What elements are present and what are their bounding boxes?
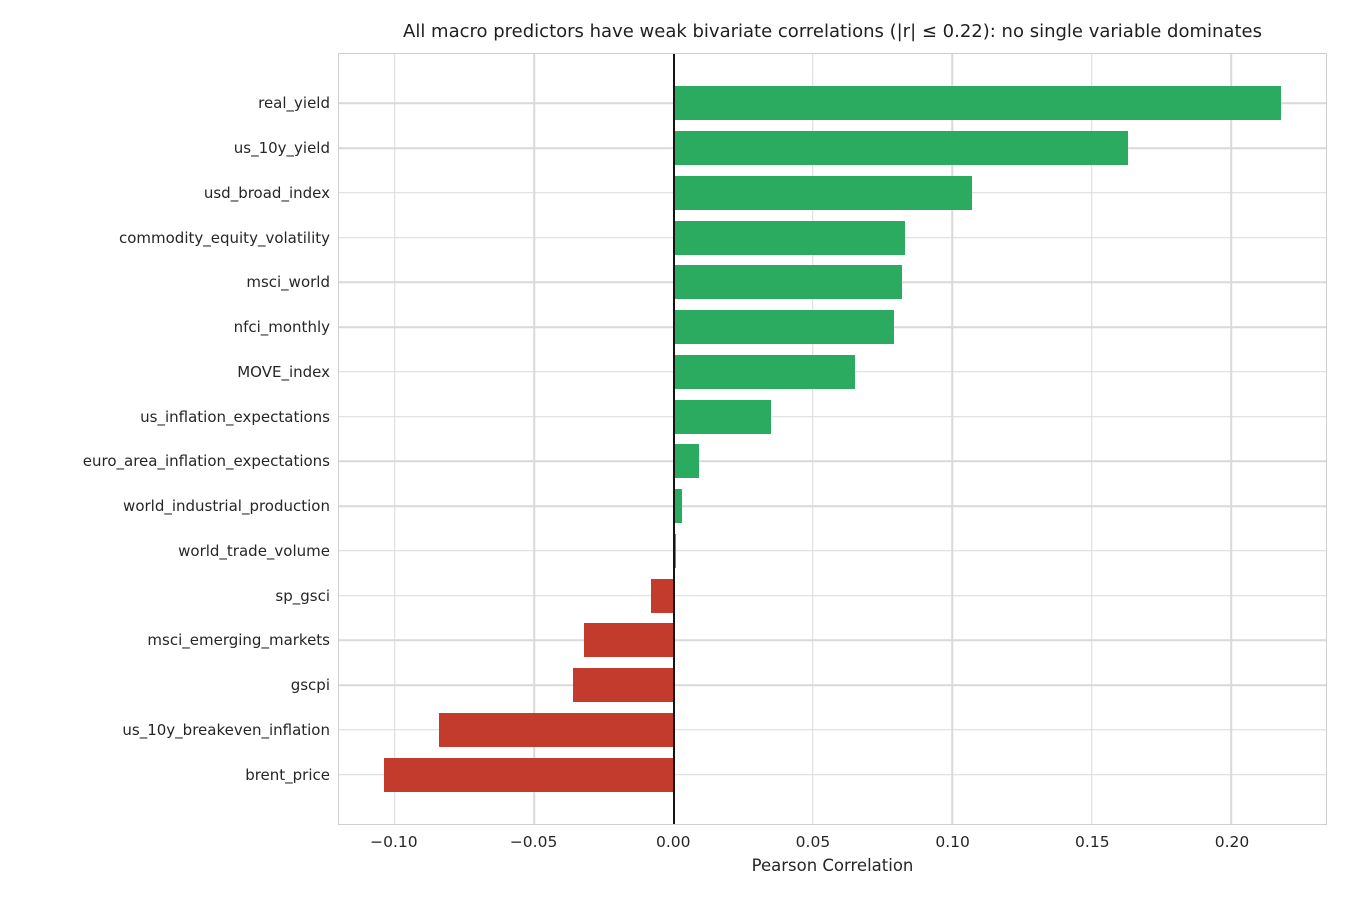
horizontal-gridline bbox=[339, 415, 1326, 418]
horizontal-gridline bbox=[339, 594, 1326, 597]
horizontal-gridline bbox=[339, 550, 1326, 552]
x-axis-ticks: −0.10 −0.05 0.00 0.05 0.10 0.15 0.20 bbox=[338, 833, 1327, 853]
bar-row: gscpi bbox=[291, 663, 1326, 708]
bar-gscpi bbox=[573, 668, 674, 703]
y-tick-label-us_10y_breakeven_inflation: us_10y_breakeven_inflation bbox=[122, 720, 330, 739]
bar-row: MOVE_index bbox=[237, 350, 1326, 395]
bar-row: us_inflation_expectations bbox=[140, 394, 1326, 439]
vertical-gridline bbox=[812, 54, 814, 824]
x-axis-label: Pearson Correlation bbox=[751, 856, 914, 875]
horizontal-gridline bbox=[339, 729, 1326, 731]
x-tick-label-−0.05: −0.05 bbox=[509, 833, 558, 851]
y-tick-label-msci_emerging_markets: msci_emerging_markets bbox=[147, 631, 330, 650]
y-tick-label-gscpi: gscpi bbox=[290, 676, 330, 695]
bar-row: brent_price bbox=[245, 752, 1326, 797]
bar-row: real_yield bbox=[258, 81, 1326, 126]
horizontal-gridline bbox=[339, 773, 1326, 776]
horizontal-gridline bbox=[339, 505, 1326, 507]
y-tick-label-usd_broad_index: usd_broad_index bbox=[203, 183, 330, 202]
bar-row: euro_area_inflation_expectations bbox=[83, 439, 1326, 484]
horizontal-gridline bbox=[339, 460, 1326, 463]
bar-msci_emerging_markets bbox=[584, 623, 674, 658]
y-tick-label-brent_price: brent_price bbox=[245, 765, 330, 784]
bar-row: world_industrial_production bbox=[123, 484, 1326, 529]
vertical-gridline bbox=[951, 54, 954, 824]
bar-row: us_10y_breakeven_inflation bbox=[122, 708, 1326, 753]
bar-row: nfci_monthly bbox=[234, 305, 1326, 350]
y-tick-label-us_10y_yield: us_10y_yield bbox=[233, 139, 330, 158]
bar-usd_broad_index bbox=[673, 175, 972, 210]
y-tick-label-euro_area_inflation_expectations: euro_area_inflation_expectations bbox=[82, 452, 330, 471]
x-tick-label-0.10: 0.10 bbox=[935, 833, 970, 851]
x-tick-label-0.15: 0.15 bbox=[1075, 833, 1110, 851]
vertical-gridline bbox=[1091, 54, 1093, 824]
bar-msci_world bbox=[673, 265, 903, 300]
y-tick-label-real_yield: real_yield bbox=[258, 94, 330, 113]
horizontal-gridline bbox=[339, 639, 1326, 642]
bar-real_yield bbox=[673, 86, 1282, 121]
bar-MOVE_index bbox=[673, 354, 855, 389]
bar-us_10y_yield bbox=[673, 131, 1129, 166]
x-tick-label-0.00: 0.00 bbox=[655, 833, 691, 851]
bar-row: us_10y_yield bbox=[234, 126, 1326, 171]
horizontal-gridline bbox=[339, 684, 1326, 686]
bar-row: sp_gsci bbox=[275, 573, 1326, 618]
x-tick-label-−0.10: −0.10 bbox=[370, 833, 418, 851]
y-tick-label-us_inflation_expectations: us_inflation_expectations bbox=[140, 407, 330, 426]
x-tick-label-0.20: 0.20 bbox=[1214, 833, 1250, 851]
bar-us_10y_breakeven_inflation bbox=[439, 712, 674, 747]
zero-line bbox=[672, 54, 675, 824]
bar-row: msci_world bbox=[246, 260, 1326, 305]
vertical-gridline bbox=[533, 54, 535, 824]
bar-row: usd_broad_index bbox=[204, 171, 1326, 216]
bar-world_trade_volume bbox=[673, 533, 677, 568]
y-tick-label-nfci_monthly: nfci_monthly bbox=[233, 318, 330, 337]
vertical-gridline bbox=[1230, 54, 1232, 824]
y-tick-label-sp_gsci: sp_gsci bbox=[275, 586, 330, 605]
bar-world_industrial_production bbox=[673, 489, 682, 524]
bar-euro_area_inflation_expectations bbox=[673, 444, 699, 479]
bar-nfci_monthly bbox=[673, 310, 894, 345]
x-tick-label-0.05: 0.05 bbox=[795, 833, 831, 851]
y-tick-label-world_trade_volume: world_trade_volume bbox=[178, 541, 330, 560]
y-tick-label-commodity_equity_volatility: commodity_equity_volatility bbox=[118, 228, 330, 247]
y-tick-label-MOVE_index: MOVE_index bbox=[237, 362, 330, 381]
chart-title: All macro predictors have weak bivariate… bbox=[403, 21, 1262, 42]
bar-brent_price bbox=[383, 757, 674, 792]
bar-us_inflation_expectations bbox=[673, 399, 772, 434]
y-tick-label-msci_world: msci_world bbox=[246, 273, 330, 292]
bar-sp_gsci bbox=[651, 578, 674, 613]
bar-row: world_trade_volume bbox=[178, 529, 1326, 574]
bar-row: commodity_equity_volatility bbox=[119, 215, 1326, 260]
bar-commodity_equity_volatility bbox=[673, 220, 905, 255]
y-tick-label-world_industrial_production: world_industrial_production bbox=[123, 497, 330, 516]
bar-row: msci_emerging_markets bbox=[147, 618, 1326, 663]
vertical-gridline bbox=[394, 54, 396, 824]
